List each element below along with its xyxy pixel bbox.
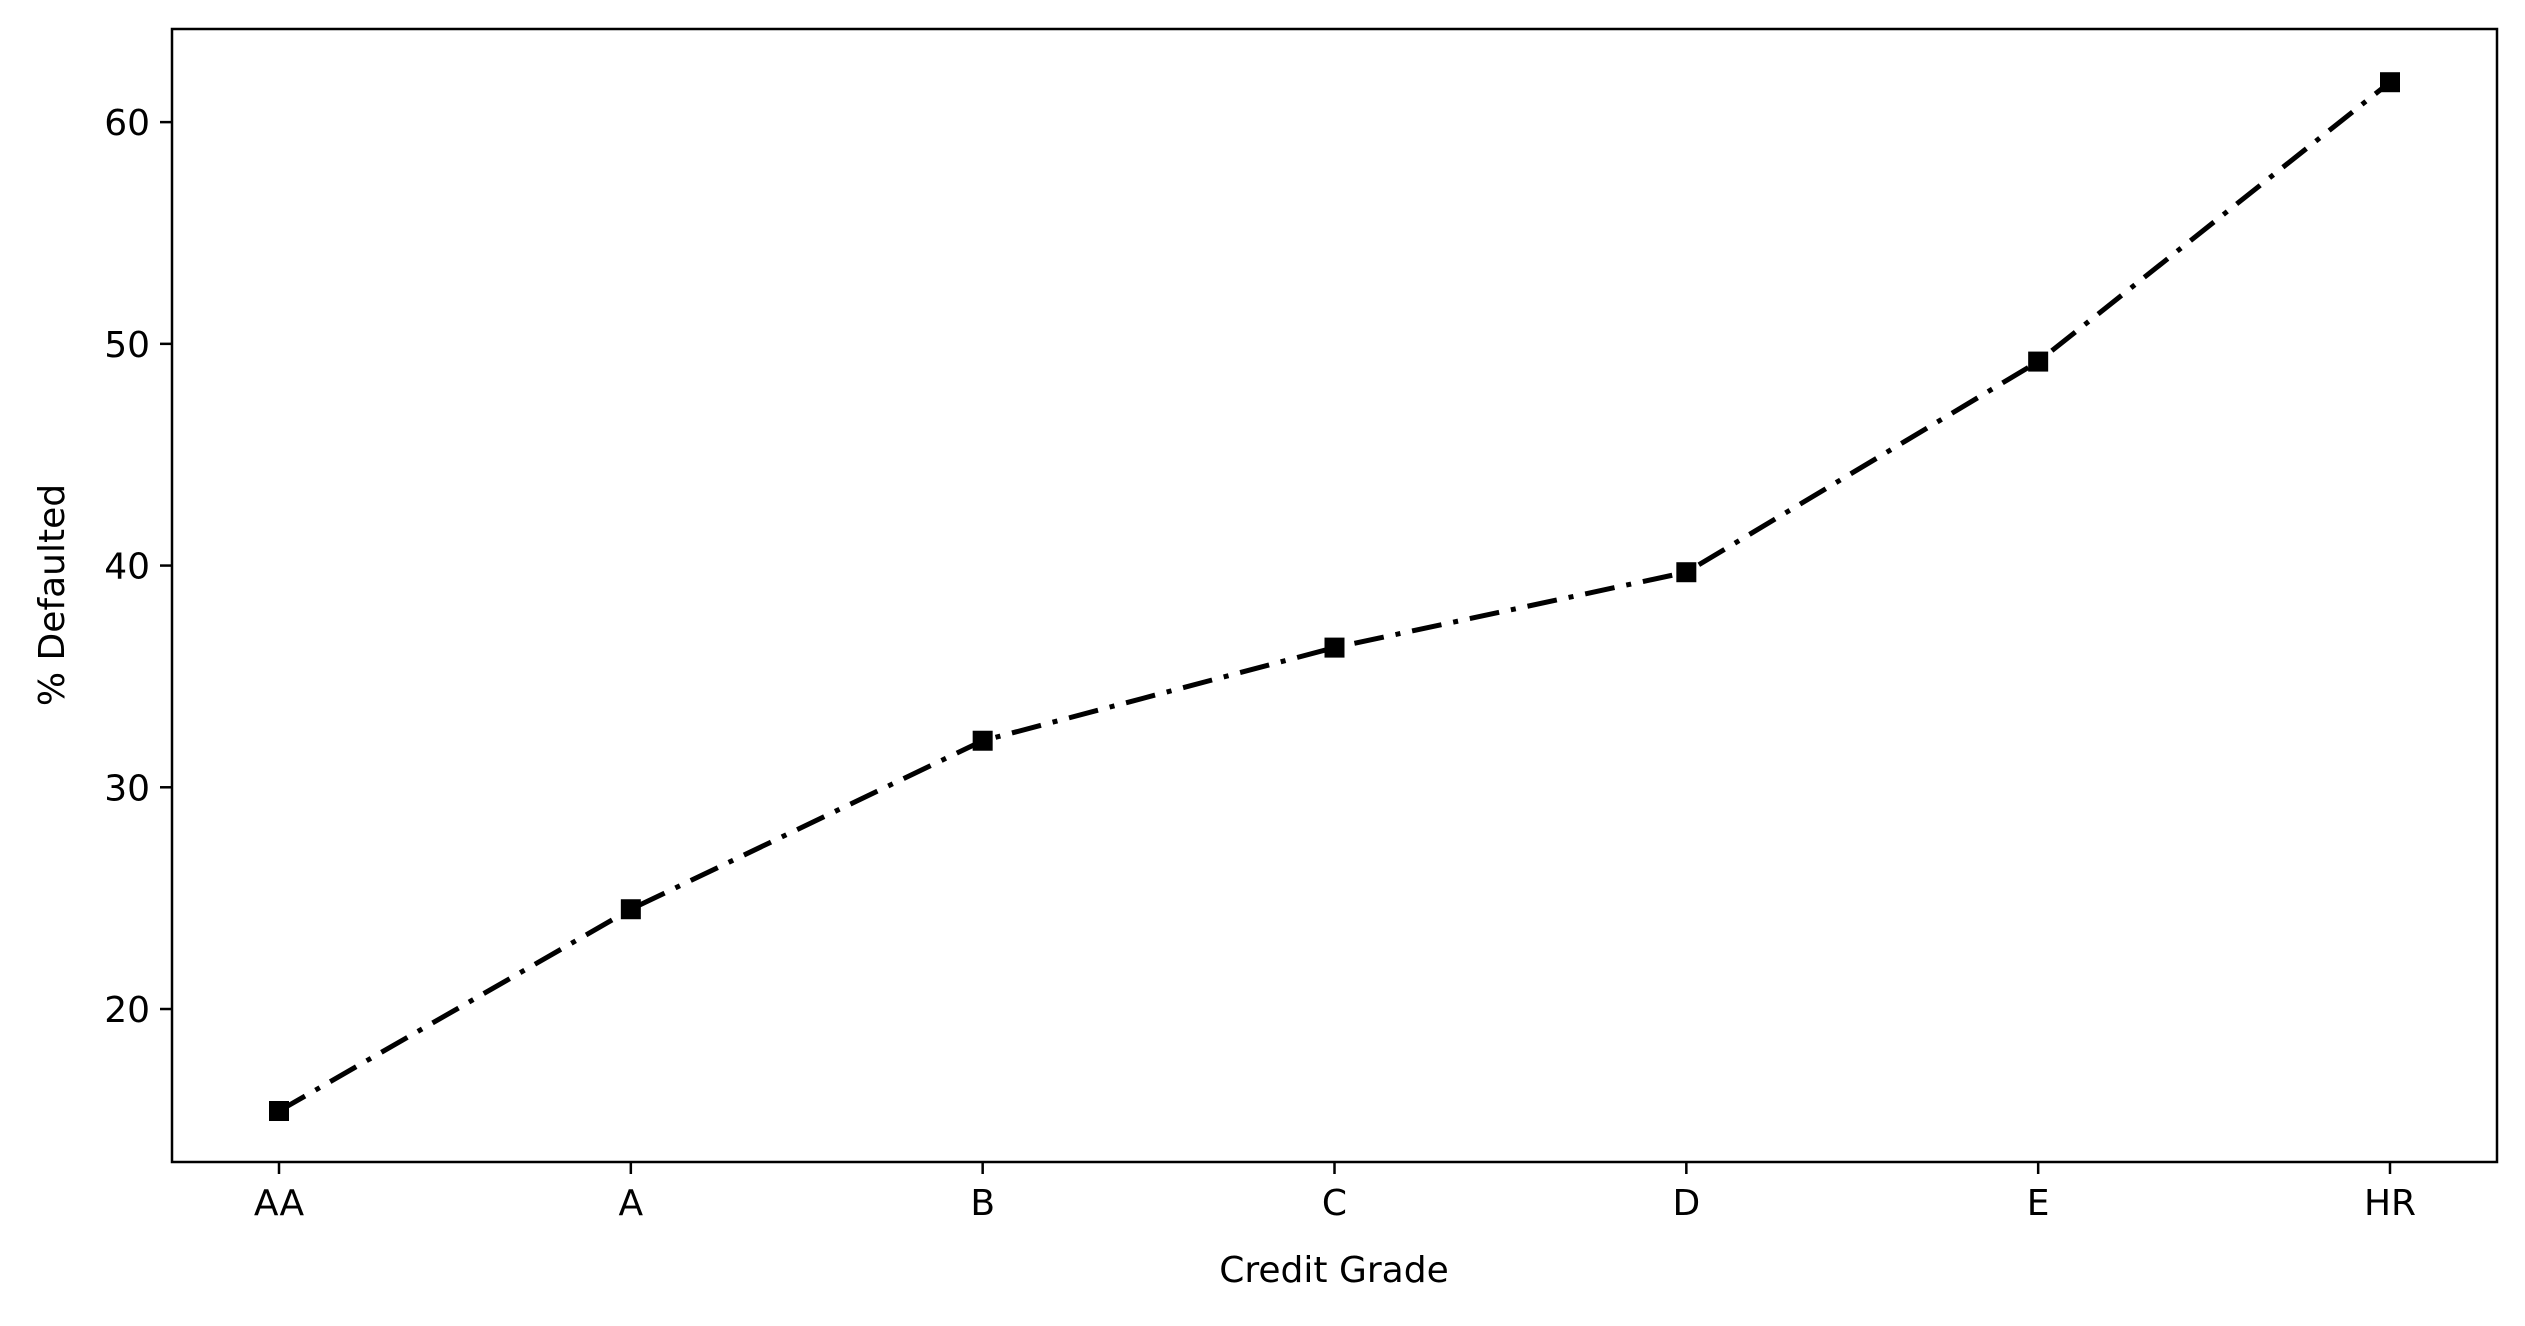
- plot-frame: [170, 27, 2499, 1164]
- y-tick-label: 30: [104, 768, 150, 809]
- data-point-marker: [2028, 351, 2049, 372]
- x-tick-label: AA: [254, 1183, 305, 1224]
- y-axis-label: % Defaulted: [32, 484, 73, 706]
- data-point-marker: [269, 1101, 289, 1122]
- x-tick-label: C: [1322, 1183, 1347, 1224]
- x-tick-label: HR: [2364, 1183, 2416, 1224]
- x-tick-label: A: [619, 1183, 644, 1224]
- data-point-marker: [972, 730, 993, 751]
- series-markers: [269, 72, 2400, 1122]
- x-tick-label: B: [970, 1183, 995, 1224]
- x-axis-label: Credit Grade: [1219, 1250, 1448, 1291]
- data-point-marker: [1676, 562, 1697, 583]
- y-tick-label: 40: [104, 547, 150, 588]
- data-point-marker: [1324, 637, 1345, 658]
- x-tick-label: E: [2027, 1183, 2050, 1224]
- data-point-marker: [2380, 72, 2400, 93]
- x-tick-label: D: [1672, 1183, 1700, 1224]
- y-tick-label: 20: [104, 990, 150, 1031]
- y-tick-label: 60: [104, 103, 150, 144]
- plot-background: [172, 29, 2497, 1162]
- data-point-marker: [620, 899, 641, 920]
- y-tick-label: 50: [104, 325, 150, 366]
